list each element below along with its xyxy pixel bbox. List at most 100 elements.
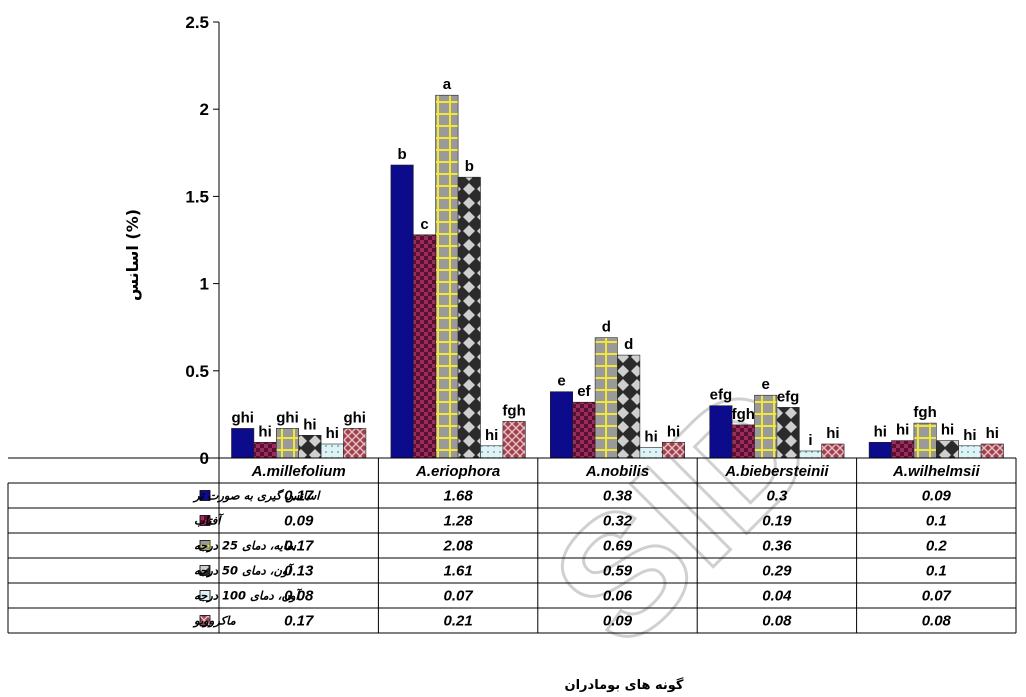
- y-tick-label: 2: [200, 100, 209, 119]
- bar: [913, 422, 937, 459]
- table-cell: 0.13: [284, 563, 314, 580]
- table-cell: 0.38: [603, 488, 633, 505]
- table-cell: 0.59: [603, 563, 633, 580]
- table-cell: 0.32: [603, 513, 633, 530]
- significance-letter: b: [398, 146, 407, 163]
- significance-letter: hi: [874, 423, 887, 440]
- significance-letter: ghi: [231, 409, 254, 426]
- legend-swatch: [199, 490, 211, 501]
- bar: [798, 450, 822, 459]
- significance-letter: i: [808, 432, 812, 449]
- table-cell: 0.2: [926, 538, 948, 555]
- bar: [661, 441, 685, 459]
- bar: [821, 443, 845, 459]
- y-tick-label: 2.5: [185, 13, 209, 32]
- bar: [275, 428, 299, 459]
- significance-letter: hi: [826, 425, 839, 442]
- table-cell: 2.08: [442, 538, 473, 555]
- bars: [231, 94, 1004, 459]
- x-axis-label: گونه های بومادران: [564, 677, 683, 693]
- table-cell: 0.09: [922, 488, 952, 505]
- table-cell: 0.3: [766, 488, 788, 505]
- bar: [502, 421, 526, 459]
- table-cell: 0.29: [762, 563, 792, 580]
- category-label: A.eriophora: [415, 463, 500, 480]
- significance-letter: d: [624, 336, 633, 353]
- legend-label: آون، دمای 100 درجه: [194, 588, 302, 604]
- bar: [709, 405, 733, 459]
- bar: [549, 391, 573, 459]
- significance-letter: e: [762, 376, 770, 393]
- bar: [390, 164, 414, 459]
- bar: [754, 394, 778, 459]
- significance-letter: hi: [258, 423, 271, 440]
- bar: [320, 443, 344, 459]
- bar: [480, 445, 504, 459]
- legend-swatch: [199, 615, 211, 626]
- significance-letter: hi: [963, 427, 976, 444]
- bar: [412, 234, 436, 459]
- significance-letter: c: [420, 216, 428, 233]
- table-cell: 0.08: [762, 613, 792, 630]
- table-cell: 0.07: [443, 588, 473, 605]
- significance-letter: b: [465, 158, 474, 175]
- legend-label: آون، دمای 50 درجه: [194, 563, 294, 579]
- table-cell: 1.28: [443, 513, 473, 530]
- significance-letter: hi: [326, 425, 339, 442]
- table-cell: 0.1: [926, 513, 947, 530]
- significance-letter: efg: [710, 387, 733, 404]
- significance-letter: fgh: [913, 404, 936, 421]
- data-table: A.millefolium A.eriophora A.nobilis A.biebe…: [7, 457, 1017, 634]
- bar: [958, 445, 982, 459]
- category-label: A.wilhelmsii: [892, 463, 981, 480]
- table-cell: 0.07: [922, 588, 952, 605]
- legend-swatch: [199, 540, 211, 551]
- legend-label: اسانس گیری به صورت تر: [192, 489, 321, 504]
- table-cell: 1.61: [443, 563, 472, 580]
- bar: [435, 94, 459, 459]
- significance-letter: ghi: [276, 409, 299, 426]
- table-cell: 0.17: [284, 538, 314, 555]
- legend-label: ماکروویو: [192, 614, 237, 629]
- bar: [935, 440, 959, 459]
- significance-letter: hi: [303, 416, 316, 433]
- bar: [231, 428, 255, 459]
- table-cell: 0.04: [762, 588, 792, 605]
- significance-letter: d: [602, 319, 611, 336]
- y-axis: 00.511.522.5: [185, 13, 220, 468]
- table-cell: 0.69: [603, 538, 633, 555]
- table-cell: 0.09: [603, 613, 633, 630]
- table-cell: 0.1: [926, 563, 947, 580]
- table-cell: 1.68: [443, 488, 473, 505]
- bar: [617, 354, 641, 459]
- category-label: A.biebersteinii: [724, 463, 829, 480]
- y-axis-label: اسانس (%): [123, 209, 142, 301]
- y-tick-label: 1: [200, 275, 209, 294]
- table-cell: 0.08: [284, 588, 314, 605]
- significance-letter: hi: [941, 422, 954, 439]
- legend-label: سایه، دمای 25 درجه: [194, 539, 297, 554]
- table-cell: 0.17: [284, 613, 314, 630]
- bar: [731, 424, 755, 459]
- significance-letter: efg: [777, 388, 800, 405]
- bar: [343, 428, 367, 459]
- bar: [298, 434, 322, 459]
- legend-label: آفتاب: [194, 513, 224, 528]
- significance-letter: hi: [667, 423, 680, 440]
- bar: [639, 447, 663, 459]
- significance-letter: a: [443, 76, 452, 93]
- bar: [980, 443, 1004, 459]
- legend-swatch: [199, 515, 211, 526]
- table-cell: 0.09: [284, 513, 314, 530]
- bar: [457, 176, 481, 459]
- table-cell: 0.06: [603, 588, 633, 605]
- significance-letter: hi: [644, 429, 657, 446]
- significance-letter: ef: [577, 383, 591, 400]
- legend-swatch: [199, 590, 211, 601]
- bar: [776, 407, 800, 459]
- bar: [572, 401, 596, 459]
- bar: [868, 441, 892, 459]
- significance-letter: hi: [485, 427, 498, 444]
